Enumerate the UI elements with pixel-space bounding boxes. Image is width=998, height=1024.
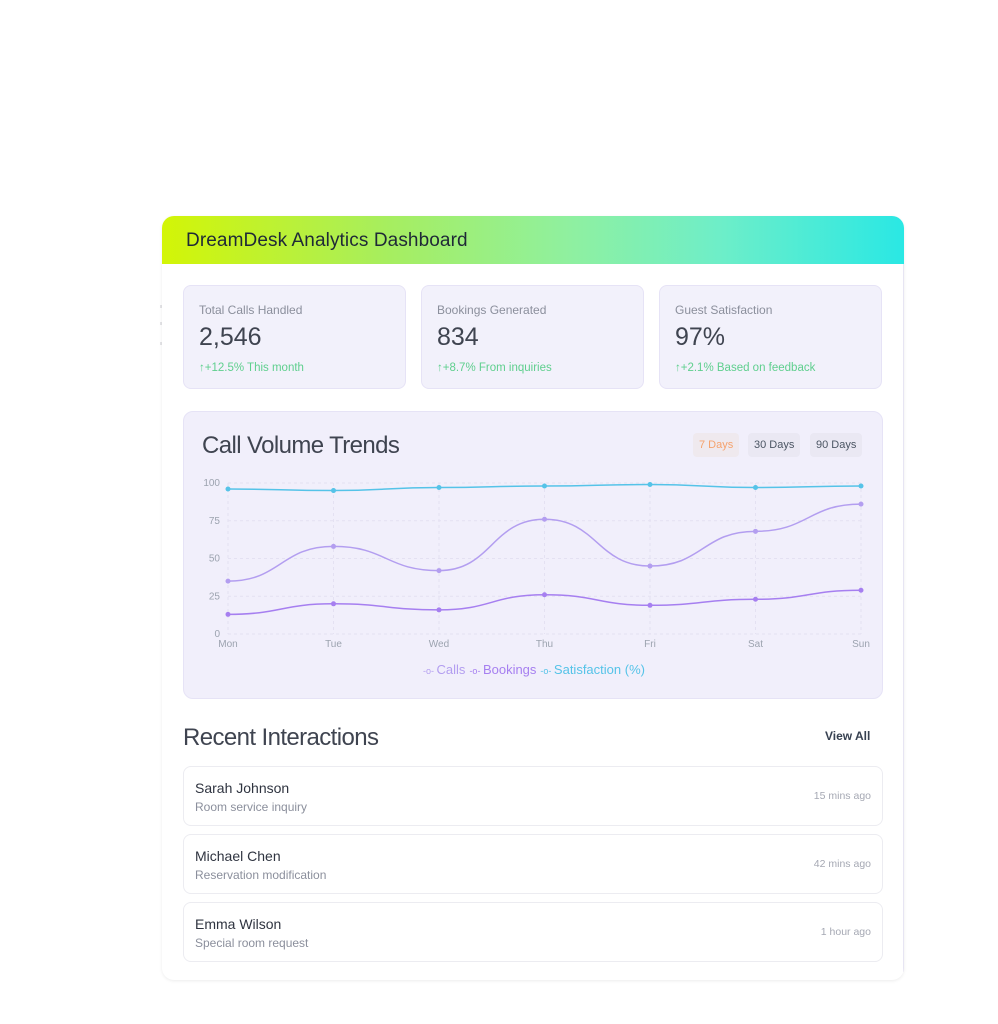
interaction-time: 15 mins ago: [813, 790, 871, 802]
chart-legend: -o- Calls -o- Bookings -o- Satisfaction (%…: [184, 662, 884, 677]
view-all-link[interactable]: View All: [825, 729, 871, 743]
interaction-description: Reservation modification: [195, 868, 327, 882]
data-point: [858, 501, 864, 507]
interaction-row[interactable]: Sarah Johnson Room service inquiry 15 mi…: [183, 766, 883, 826]
y-tick-label: 75: [209, 516, 221, 527]
data-point: [858, 587, 864, 593]
data-point: [647, 563, 653, 569]
recent-interactions-title: Recent Interactions: [183, 724, 379, 751]
stat-value: 2,546: [199, 323, 262, 351]
x-tick-label: Tue: [325, 639, 342, 650]
stat-label: Bookings Generated: [437, 303, 547, 317]
data-point: [647, 602, 653, 608]
legend-marker-icon: -o-: [469, 666, 483, 676]
stat-change: ↑+12.5% This month: [199, 362, 304, 374]
interaction-description: Special room request: [195, 936, 309, 950]
interaction-time: 42 mins ago: [813, 858, 871, 870]
range-90-days-button[interactable]: 90 Days: [810, 433, 863, 457]
data-point: [753, 528, 758, 534]
interaction-row[interactable]: Emma Wilson Special room request 1 hour …: [183, 902, 883, 962]
data-point: [436, 485, 442, 491]
y-tick-label: 0: [214, 629, 220, 640]
data-point: [331, 488, 336, 494]
legend-item[interactable]: -o- Bookings: [469, 662, 536, 677]
dashboard-header: DreamDesk Analytics Dashboard: [162, 216, 904, 264]
stat-label: Guest Satisfaction: [675, 303, 773, 317]
x-tick-label: Fri: [644, 639, 656, 650]
legend-label: Satisfaction (%): [553, 662, 645, 677]
line-chart: 0 25 50 75 100 Mon Tue Wed Thu Fri Sat Sun: [203, 478, 870, 650]
interaction-row[interactable]: Michael Chen Reservation modification 42…: [183, 834, 883, 894]
stat-change: ↑+8.7% From inquiries: [437, 362, 552, 374]
legend-item[interactable]: -o- Satisfaction (%): [540, 662, 645, 677]
call-volume-chart-panel: Call Volume Trends 7 Days 30 Days 90 Day…: [183, 411, 883, 699]
edge-mark: [160, 322, 162, 325]
interaction-description: Room service inquiry: [195, 800, 308, 814]
data-point: [753, 485, 758, 491]
data-point: [753, 596, 758, 602]
interaction-time: 1 hour ago: [820, 926, 871, 938]
data-point: [225, 578, 231, 584]
x-tick-label: Sun: [852, 639, 870, 650]
data-point: [331, 543, 336, 549]
range-30-days-button[interactable]: 30 Days: [748, 433, 801, 457]
dashboard-title: DreamDesk Analytics Dashboard: [186, 230, 468, 251]
y-tick-label: 50: [209, 554, 221, 565]
data-point: [858, 483, 864, 489]
y-tick-label: 100: [203, 478, 220, 489]
legend-label: Calls: [436, 662, 466, 677]
chart-title: Call Volume Trends: [202, 432, 400, 459]
y-tick-label: 25: [209, 591, 221, 602]
card-edge: [903, 264, 904, 972]
data-point: [331, 601, 336, 607]
data-point: [436, 607, 442, 613]
legend-label: Bookings: [482, 662, 537, 677]
data-point: [436, 568, 442, 574]
stat-label: Total Calls Handled: [199, 303, 303, 317]
x-tick-label: Sat: [748, 639, 763, 650]
legend-marker-icon: -o-: [540, 666, 554, 676]
edge-mark: [160, 342, 162, 345]
data-point: [225, 486, 231, 492]
data-point: [647, 482, 653, 488]
legend-item[interactable]: -o- Calls: [423, 662, 465, 677]
stat-value: 97%: [675, 323, 726, 351]
guest-name: Michael Chen: [195, 848, 281, 864]
data-point: [542, 516, 547, 522]
data-point: [225, 611, 231, 617]
x-tick-label: Mon: [218, 639, 237, 650]
data-point: [542, 483, 547, 489]
guest-name: Emma Wilson: [195, 916, 282, 932]
x-tick-label: Wed: [429, 639, 449, 650]
x-tick-label: Thu: [536, 639, 553, 650]
guest-name: Sarah Johnson: [195, 780, 290, 796]
stat-card-bookings: Bookings Generated 834 ↑+8.7% From inqui…: [421, 285, 644, 389]
stat-change: ↑+2.1% Based on feedback: [675, 362, 816, 374]
data-point: [542, 592, 547, 598]
stat-card-satisfaction: Guest Satisfaction 97% ↑+2.1% Based on f…: [659, 285, 882, 389]
stat-value: 834: [437, 323, 479, 351]
stat-card-total-calls: Total Calls Handled 2,546 ↑+12.5% This m…: [183, 285, 406, 389]
edge-mark: [160, 305, 162, 308]
range-7-days-button[interactable]: 7 Days: [693, 433, 740, 457]
dashboard-card: DreamDesk Analytics Dashboard Total Call…: [162, 216, 904, 980]
legend-marker-icon: -o-: [423, 666, 437, 676]
